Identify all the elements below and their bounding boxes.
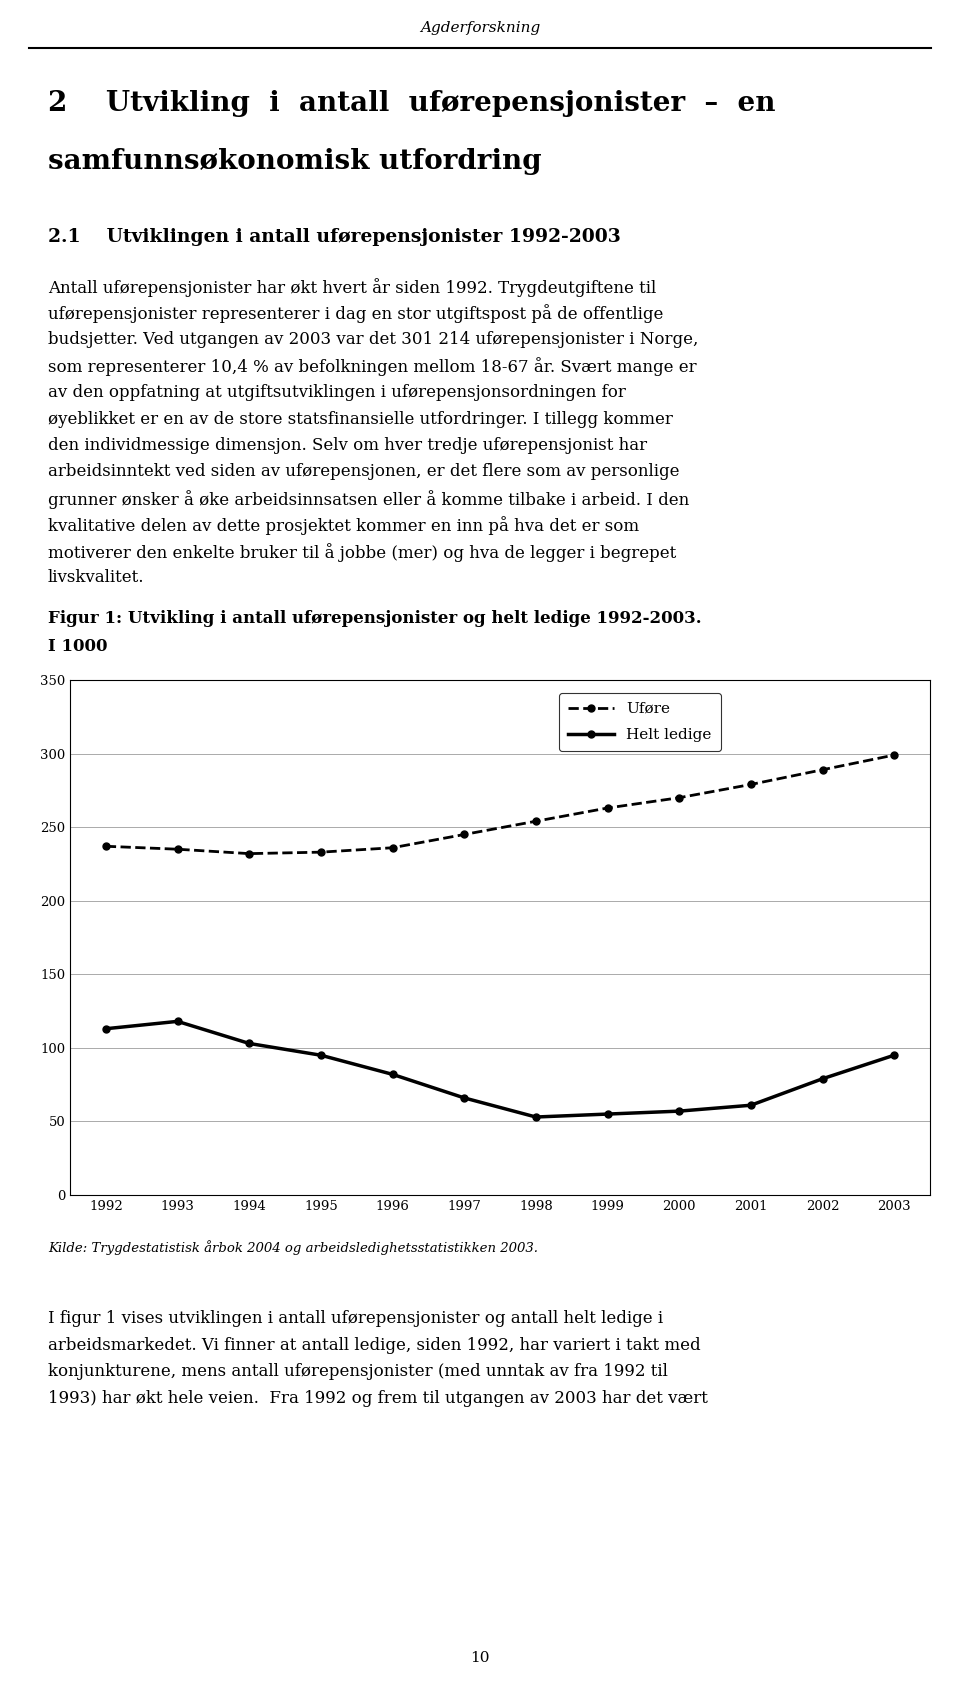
Text: Kilde: Trygdestatistisk årbok 2004 og arbeidsledighetsstatistikken 2003.: Kilde: Trygdestatistisk årbok 2004 og ar… <box>48 1240 538 1255</box>
Text: Antall uførepensjonister har økt hvert år siden 1992. Trygdeutgiftene til: Antall uførepensjonister har økt hvert å… <box>48 278 657 297</box>
Text: grunner ønsker å øke arbeidsinnsatsen eller å komme tilbake i arbeid. I den: grunner ønsker å øke arbeidsinnsatsen el… <box>48 490 689 509</box>
Text: livskvalitet.: livskvalitet. <box>48 570 145 586</box>
Text: uførepensjonister representerer i dag en stor utgiftspost på de offentlige: uførepensjonister representerer i dag en… <box>48 305 663 324</box>
Text: Figur 1: Utvikling i antall uførepensjonister og helt ledige 1992-2003.: Figur 1: Utvikling i antall uførepensjon… <box>48 610 702 627</box>
Text: konjunkturene, mens antall uførepensjonister (med unntak av fra 1992 til: konjunkturene, mens antall uførepensjoni… <box>48 1363 668 1380</box>
Text: 1993) har økt hele veien.  Fra 1992 og frem til utgangen av 2003 har det vært: 1993) har økt hele veien. Fra 1992 og fr… <box>48 1390 708 1407</box>
Text: arbeidsinntekt ved siden av uførepensjonen, er det flere som av personlige: arbeidsinntekt ved siden av uførepensjon… <box>48 463 680 480</box>
Text: øyeblikket er en av de store statsfinansielle utfordringer. I tillegg kommer: øyeblikket er en av de store statsfinans… <box>48 411 673 428</box>
Text: kvalitative delen av dette prosjektet kommer en inn på hva det er som: kvalitative delen av dette prosjektet ko… <box>48 517 639 536</box>
Text: I figur 1 vises utviklingen i antall uførepensjonister og antall helt ledige i: I figur 1 vises utviklingen i antall ufø… <box>48 1309 663 1328</box>
Text: som representerer 10,4 % av befolkningen mellom 18-67 år. Svært mange er: som representerer 10,4 % av befolkningen… <box>48 357 697 376</box>
Text: 2    Utvikling  i  antall  uførepensjonister  –  en: 2 Utvikling i antall uførepensjonister –… <box>48 89 776 116</box>
Text: arbeidsmarkedet. Vi finner at antall ledige, siden 1992, har variert i takt med: arbeidsmarkedet. Vi finner at antall led… <box>48 1336 701 1353</box>
Text: samfunnsøkonomisk utfordring: samfunnsøkonomisk utfordring <box>48 148 541 175</box>
Text: budsjetter. Ved utgangen av 2003 var det 301 214 uførepensjonister i Norge,: budsjetter. Ved utgangen av 2003 var det… <box>48 330 698 349</box>
Legend: Uføre, Helt ledige: Uføre, Helt ledige <box>560 693 721 752</box>
Text: 10: 10 <box>470 1651 490 1665</box>
Text: Agderforskning: Agderforskning <box>420 20 540 35</box>
Text: av den oppfatning at utgiftsutviklingen i uførepensjonsordningen for: av den oppfatning at utgiftsutviklingen … <box>48 384 626 401</box>
Text: den individmessige dimensjon. Selv om hver tredje uførepensjonist har: den individmessige dimensjon. Selv om hv… <box>48 436 647 453</box>
Text: I 1000: I 1000 <box>48 639 108 655</box>
Text: 2.1    Utviklingen i antall uførepensjonister 1992-2003: 2.1 Utviklingen i antall uførepensjonist… <box>48 227 621 246</box>
Text: motiverer den enkelte bruker til å jobbe (mer) og hva de legger i begrepet: motiverer den enkelte bruker til å jobbe… <box>48 543 676 561</box>
